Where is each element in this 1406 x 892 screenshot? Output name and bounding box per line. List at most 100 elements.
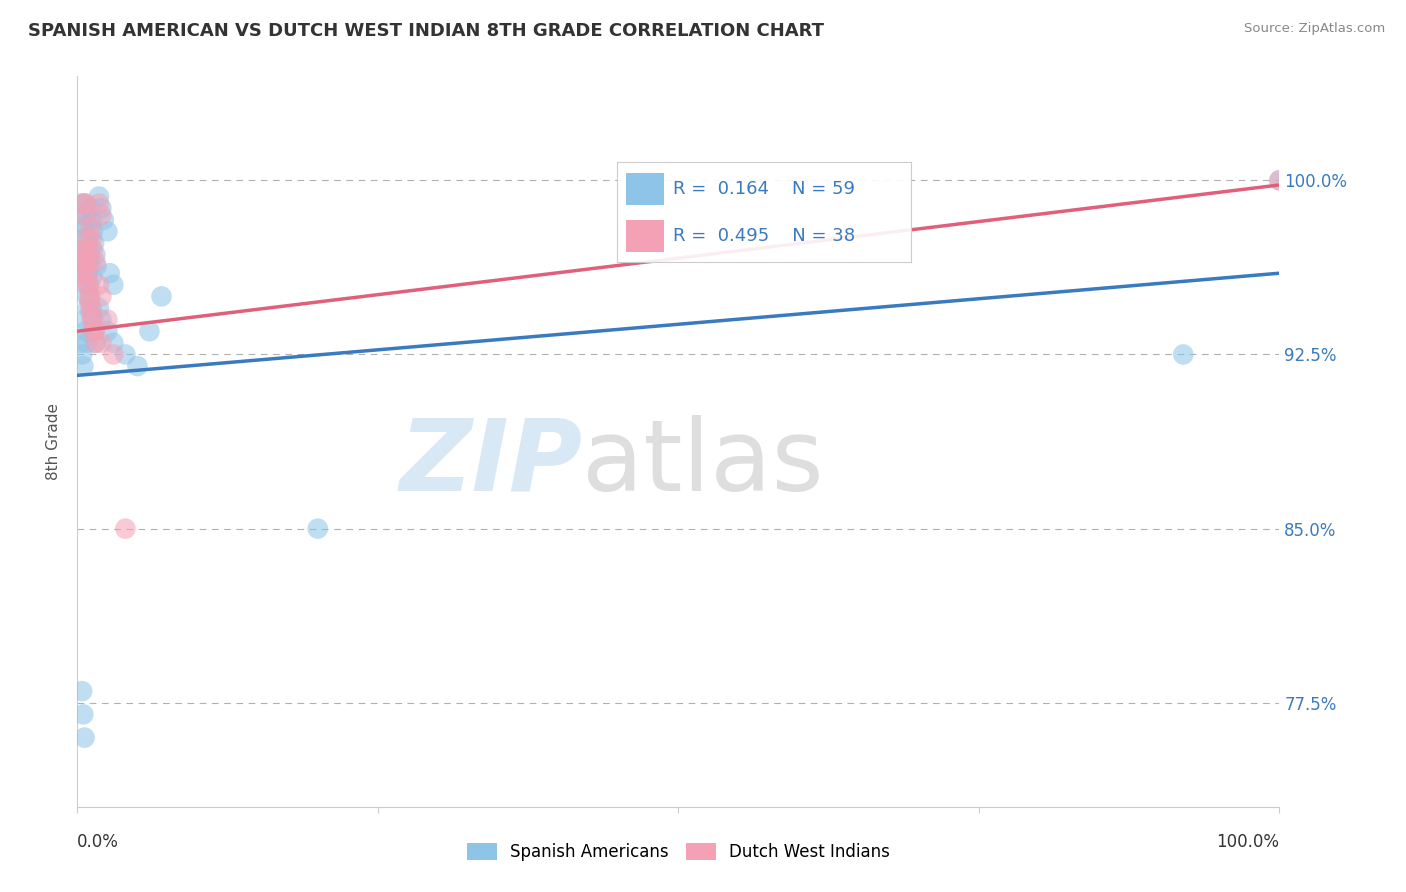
Point [72, 359, 94, 373]
Point [80, 212, 103, 227]
Point [70, 243, 93, 257]
Point [80, 301, 103, 315]
Point [83, 235, 105, 250]
Point [72, 266, 94, 280]
Point [87, 196, 110, 211]
Point [77, 231, 100, 245]
Point [73, 208, 96, 222]
Point [79, 247, 101, 261]
Point [1268, 173, 1291, 187]
Point [1268, 173, 1291, 187]
Point [84, 247, 107, 261]
Point [70, 208, 93, 222]
Point [127, 359, 149, 373]
Point [77, 301, 100, 315]
Point [76, 277, 98, 292]
Point [75, 208, 97, 222]
Point [76, 231, 98, 245]
Point [80, 231, 103, 245]
Point [82, 224, 104, 238]
Point [70, 347, 93, 361]
Point [73, 261, 96, 276]
Point [75, 324, 97, 338]
Point [75, 254, 97, 268]
Point [103, 277, 125, 292]
Point [84, 322, 107, 336]
Point [79, 254, 101, 268]
Point [72, 219, 94, 234]
Point [73, 231, 96, 245]
Point [90, 335, 112, 350]
Point [75, 196, 97, 211]
Text: R =  0.495    N = 38: R = 0.495 N = 38 [673, 227, 855, 244]
Point [80, 270, 103, 285]
Point [73, 243, 96, 257]
Y-axis label: 8th Grade: 8th Grade [46, 403, 62, 480]
Point [77, 277, 100, 292]
Point [76, 254, 98, 268]
Point [138, 324, 160, 338]
Point [77, 243, 100, 257]
Point [114, 522, 136, 536]
Point [90, 201, 112, 215]
Point [83, 324, 105, 338]
Text: Source: ZipAtlas.com: Source: ZipAtlas.com [1244, 22, 1385, 36]
Text: SPANISH AMERICAN VS DUTCH WEST INDIAN 8TH GRADE CORRELATION CHART: SPANISH AMERICAN VS DUTCH WEST INDIAN 8T… [28, 22, 824, 40]
Point [75, 277, 97, 292]
Point [87, 301, 110, 315]
Point [79, 201, 101, 215]
Point [79, 289, 101, 303]
Legend: Spanish Americans, Dutch West Indians: Spanish Americans, Dutch West Indians [467, 843, 890, 861]
Text: R =  0.164    N = 59: R = 0.164 N = 59 [673, 180, 855, 198]
Point [79, 294, 101, 309]
Point [90, 289, 112, 303]
Point [73, 196, 96, 211]
Point [73, 312, 96, 326]
Point [75, 243, 97, 257]
Point [70, 684, 93, 698]
Point [96, 324, 118, 338]
Point [76, 219, 98, 234]
Point [70, 247, 93, 261]
Point [70, 196, 93, 211]
Point [76, 266, 98, 280]
Point [84, 254, 107, 268]
Point [79, 277, 101, 292]
Point [70, 335, 93, 350]
Point [82, 324, 104, 338]
Point [79, 259, 101, 273]
Point [76, 335, 98, 350]
Point [72, 196, 94, 211]
Point [96, 312, 118, 326]
Point [79, 219, 101, 234]
Point [77, 266, 100, 280]
FancyBboxPatch shape [626, 173, 664, 205]
Point [150, 289, 173, 303]
Point [84, 335, 107, 350]
Point [1173, 347, 1195, 361]
Point [114, 347, 136, 361]
Point [90, 208, 112, 222]
Point [76, 289, 98, 303]
Point [96, 224, 118, 238]
Text: ZIP: ZIP [399, 415, 582, 512]
FancyBboxPatch shape [626, 219, 664, 252]
Point [98, 266, 121, 280]
Point [103, 347, 125, 361]
Point [80, 312, 103, 326]
Point [87, 189, 110, 203]
Point [84, 335, 107, 350]
Point [79, 301, 101, 315]
Text: atlas: atlas [582, 415, 824, 512]
Point [72, 707, 94, 722]
Point [73, 266, 96, 280]
Point [87, 277, 110, 292]
Point [103, 335, 125, 350]
Point [79, 243, 101, 257]
Point [90, 312, 112, 326]
Point [80, 308, 103, 322]
Point [93, 212, 115, 227]
Text: 100.0%: 100.0% [1216, 833, 1279, 852]
Point [72, 254, 94, 268]
Point [73, 731, 96, 745]
